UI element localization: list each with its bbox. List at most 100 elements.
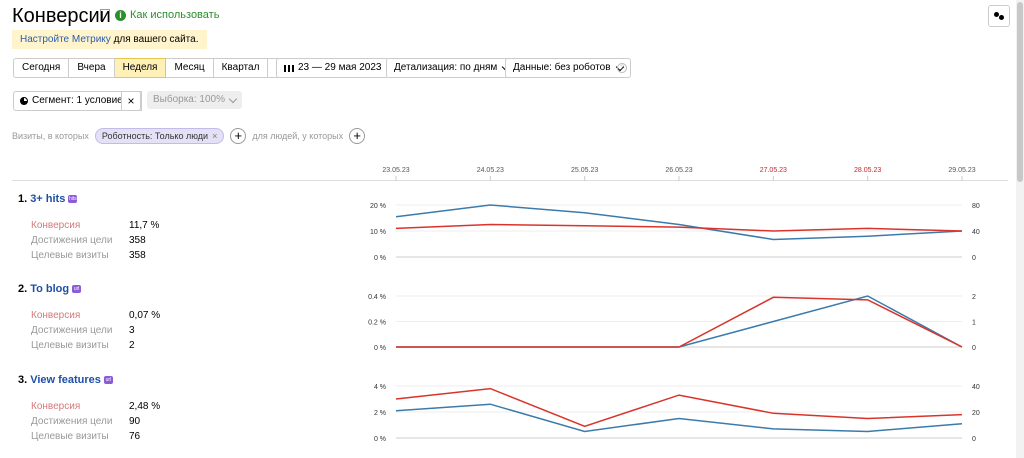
metric-row: Конверсия 0,07 % <box>18 308 160 323</box>
left-axis-label: 0 % <box>374 436 386 443</box>
metric-label: Конверсия <box>31 220 81 231</box>
period-month[interactable]: Месяц <box>166 58 214 78</box>
date-range-label: 23 — 29 мая 2023 <box>298 62 382 73</box>
dot-icon <box>994 12 999 17</box>
metric-value: 358 <box>129 235 146 246</box>
setup-notice: Настройте Метрику для вашего сайта. <box>12 30 207 49</box>
left-axis-label: 0.4 % <box>368 294 386 301</box>
segment-clear-button[interactable]: × <box>121 91 141 111</box>
period-selector: Сегодня Вчера Неделя Месяц Квартал Год <box>13 58 302 78</box>
dot-icon <box>999 15 1004 20</box>
metric-row: Достижения цели 90 <box>18 414 160 429</box>
period-today[interactable]: Сегодня <box>13 58 70 78</box>
left-axis-label: 2 % <box>374 410 386 417</box>
goal-index: 2. <box>18 283 28 295</box>
goal-header: 3. View features url <box>18 374 160 386</box>
metric-row: Конверсия 2,48 % <box>18 399 160 414</box>
bookmark-icon[interactable] <box>100 9 110 21</box>
data-label: Данные: без роботов <box>513 62 611 73</box>
goal-name-link[interactable]: To blog <box>30 283 70 295</box>
right-axis-label: 2 <box>972 294 976 301</box>
metric-row: Конверсия 11,7 % <box>18 218 159 233</box>
robot-filter-chip[interactable]: Роботность: Только люди × <box>94 128 225 144</box>
right-axis-label: 0 <box>972 345 976 352</box>
goal-index: 1. <box>18 193 28 205</box>
date-tick-label: 29.05.23 <box>948 167 975 174</box>
metric-label: Конверсия <box>31 310 81 321</box>
visits-filter-label: Визиты, в которых <box>12 131 89 141</box>
right-axis-label: 80 <box>972 203 980 210</box>
left-axis-label: 4 % <box>374 384 386 391</box>
goal-block: 3. View features url Конверсия 2,48 % Дос… <box>18 374 160 444</box>
target-visits-line <box>395 204 963 241</box>
add-people-filter-button[interactable]: + <box>349 128 366 144</box>
left-axis-label: 0 % <box>374 255 386 262</box>
left-axis-label: 20 % <box>370 203 386 210</box>
date-tick-label: 26.05.23 <box>665 167 692 174</box>
metric-value: 11,7 % <box>129 220 160 231</box>
calendar-icon <box>284 64 294 72</box>
right-axis-label: 40 <box>972 384 980 391</box>
period-yesterday[interactable]: Вчера <box>69 58 115 78</box>
target-visits-line <box>395 403 963 433</box>
metric-value: 0,07 % <box>129 310 161 321</box>
account-menu-button[interactable] <box>988 5 1010 27</box>
metric-row: Целевые визиты 76 <box>18 429 160 444</box>
scrollbar[interactable] <box>1016 0 1024 458</box>
conversion-line <box>395 387 963 428</box>
period-quarter[interactable]: Квартал <box>213 58 269 78</box>
people-filter-label: для людей, у которых <box>252 131 344 141</box>
metric-label: Целевые визиты <box>31 431 109 442</box>
date-tick-label: 24.05.23 <box>477 167 504 174</box>
data-dropdown[interactable]: Данные: без роботов <box>505 58 631 78</box>
metric-value: 358 <box>129 250 146 261</box>
left-axis-label: 10 % <box>370 229 386 236</box>
goal-type-badge: url <box>72 285 82 293</box>
setup-metrica-link[interactable]: Настройте Метрику <box>20 34 111 45</box>
add-visit-filter-button[interactable]: + <box>230 128 247 144</box>
goal-name-link[interactable]: View features <box>30 374 101 386</box>
sample-dropdown[interactable]: Выборка: 100% <box>147 91 242 109</box>
chip-remove-icon[interactable]: × <box>212 131 218 141</box>
metric-label: Целевые визиты <box>31 250 109 261</box>
metric-value: 2 <box>129 340 135 351</box>
goal-type-badge: url <box>103 376 113 384</box>
goal-header: 2. To blog url <box>18 283 160 295</box>
date-tick-label: 27.05.23 <box>760 167 787 174</box>
period-week[interactable]: Неделя <box>114 58 167 78</box>
how-to-use-label: Как использовать <box>130 9 220 21</box>
setup-notice-text: для вашего сайта. <box>113 34 199 45</box>
conversion-line <box>395 223 963 232</box>
filters-row: Визиты, в которых Роботность: Только люд… <box>12 128 366 144</box>
right-axis-label: 0 <box>972 436 976 443</box>
metric-label: Достижения цели <box>31 325 113 336</box>
metric-label: Достижения цели <box>31 235 113 246</box>
date-range-button[interactable]: 23 — 29 мая 2023 <box>276 58 390 78</box>
info-icon: i <box>115 9 126 21</box>
detail-dropdown[interactable]: Детализация: по дням <box>386 58 518 78</box>
metric-row: Целевые визиты 358 <box>18 248 159 263</box>
right-axis-label: 40 <box>972 229 980 236</box>
goal-name-link[interactable]: 3+ hits <box>30 193 66 205</box>
right-axis-label: 20 <box>972 410 980 417</box>
goal-type-badge: hits <box>68 195 78 203</box>
robot-filter-label: Роботность: Только люди <box>101 131 209 141</box>
metric-value: 90 <box>129 416 141 427</box>
goal-index: 3. <box>18 374 28 386</box>
help-icon[interactable]: ? <box>617 63 627 73</box>
left-axis-label: 0.2 % <box>368 320 386 327</box>
segment-pie-icon <box>20 97 28 105</box>
goal-header: 1. 3+ hits hits <box>18 193 159 205</box>
detail-label: Детализация: по дням <box>394 62 498 73</box>
metric-row: Достижения цели 3 <box>18 323 160 338</box>
date-tick-label: 28.05.23 <box>854 167 881 174</box>
how-to-use-link[interactable]: i Как использовать <box>115 9 219 21</box>
right-axis-label: 0 <box>972 255 976 262</box>
page-title: Конверсии <box>12 5 111 27</box>
metric-value: 2,48 % <box>129 401 161 412</box>
metric-value: 3 <box>129 325 135 336</box>
metric-label: Конверсия <box>31 401 81 412</box>
segment-dropdown[interactable]: Сегмент: 1 условие <box>13 91 142 111</box>
scrollbar-thumb[interactable] <box>1017 2 1023 182</box>
